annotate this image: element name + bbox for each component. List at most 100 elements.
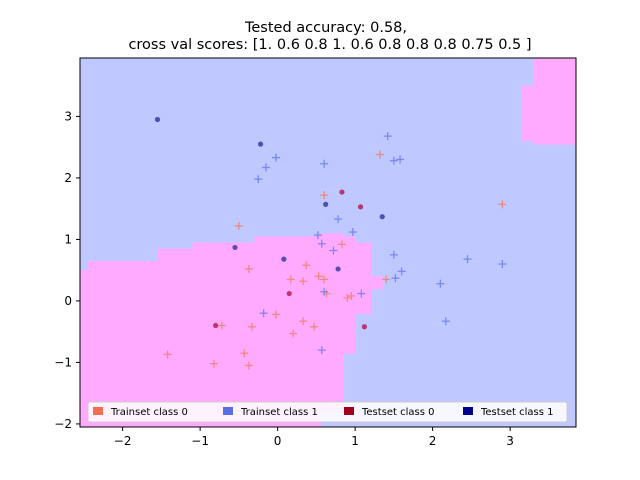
- legend-swatch: [463, 407, 473, 415]
- train-point-class-1: [317, 346, 326, 355]
- train-point-class-0: [234, 221, 243, 230]
- train-point-class-1: [259, 309, 268, 318]
- train-point-class-1: [397, 267, 406, 276]
- train-point-class-0: [320, 275, 329, 284]
- train-point-class-1: [262, 163, 270, 172]
- chart-title-line-2: cross val scores: [1. 0.6 0.8 1. 0.6 0.8…: [128, 37, 531, 53]
- decision-region-class-0: [521, 85, 534, 142]
- decision-region-class-0: [320, 233, 344, 413]
- train-point-class-0: [286, 275, 295, 284]
- train-point-class-1: [389, 156, 398, 165]
- train-point-class-1: [383, 132, 392, 141]
- train-point-class-1: [441, 317, 450, 326]
- train-point-class-0: [347, 292, 356, 301]
- train-point-class-1: [357, 289, 366, 298]
- legend-item: Testset class 0: [344, 407, 435, 418]
- train-point-class-0: [289, 329, 298, 338]
- x-tick-label: 3: [506, 434, 514, 448]
- legend-label: Trainset class 0: [110, 407, 188, 418]
- train-point-class-0: [272, 310, 281, 319]
- decision-region-class-0: [533, 116, 576, 145]
- decision-region-class-0: [355, 242, 372, 314]
- train-point-class-1: [317, 239, 326, 248]
- y-tick-label: 3: [64, 109, 72, 123]
- train-point-class-0: [299, 277, 308, 286]
- decision-region-class-0: [87, 260, 158, 427]
- legend-item: Testset class 1: [463, 407, 554, 418]
- train-point-class-1: [272, 153, 281, 162]
- decision-region-class-0: [370, 276, 383, 290]
- train-point-class-1: [320, 287, 329, 296]
- train-point-class-0: [163, 350, 172, 359]
- train-point-class-0: [343, 293, 352, 302]
- plot-frame: [79, 57, 577, 428]
- train-point-class-1: [329, 246, 338, 255]
- y-axis: −2 −1 0 1 2 3: [54, 109, 80, 431]
- legend-swatch: [93, 407, 103, 415]
- train-point-class-0: [240, 349, 249, 358]
- train-point-class-0: [382, 275, 391, 284]
- test-point-class-0: [357, 204, 364, 210]
- x-axis: −2 −1 0 1 2 3: [114, 427, 514, 448]
- test-point-class-0: [339, 189, 345, 195]
- y-tick-label: 0: [64, 294, 72, 308]
- test-point-class-1: [154, 116, 161, 123]
- train-point-class-0: [299, 317, 308, 326]
- legend-swatch: [344, 407, 354, 415]
- y-tick-label: −1: [54, 355, 72, 369]
- train-point-class-1: [436, 279, 445, 288]
- train-point-class-1: [396, 155, 405, 164]
- y-tick-label: −2: [54, 417, 72, 431]
- train-point-class-0: [375, 150, 384, 159]
- x-tick-label: −2: [114, 434, 132, 448]
- test-point-class-1: [232, 244, 238, 251]
- test-point-class-1: [323, 201, 329, 207]
- legend-label: Trainset class 1: [240, 407, 318, 418]
- x-tick-label: 1: [351, 434, 359, 448]
- legend-box: [87, 401, 568, 423]
- train-point-class-0: [302, 261, 311, 270]
- y-tick-label: 1: [64, 232, 72, 246]
- y-tick-label: 2: [64, 171, 72, 185]
- legend: Trainset class 0 Trainset class 1 Testset …: [87, 401, 568, 423]
- legend-label: Testset class 0: [361, 407, 435, 418]
- train-point-class-0: [244, 264, 253, 273]
- train-point-class-0: [337, 240, 346, 249]
- legend-label: Testset class 1: [480, 407, 554, 418]
- legend-item: Trainset class 0: [93, 407, 188, 418]
- decision-region-class-0: [533, 58, 576, 117]
- test-point-class-1: [281, 256, 287, 262]
- train-point-class-0: [320, 191, 329, 200]
- train-point-class-0: [248, 322, 257, 331]
- train-point-class-1: [389, 250, 398, 259]
- train-point-class-1: [348, 228, 357, 237]
- train-point-class-0: [498, 200, 507, 209]
- x-tick-label: −1: [191, 434, 209, 448]
- train-point-class-0: [217, 321, 226, 330]
- chart-title-line-1: Tested accuracy: 0.58,: [244, 20, 407, 36]
- legend-item: Trainset class 1: [223, 407, 318, 418]
- train-point-class-0: [310, 322, 319, 331]
- x-tick-label: 2: [429, 434, 437, 448]
- train-point-class-1: [320, 159, 329, 168]
- decision-region-class-0: [192, 242, 255, 427]
- legend-swatch: [223, 407, 233, 415]
- x-tick-label: 0: [274, 434, 282, 448]
- decision-region-class-0: [80, 270, 89, 427]
- train-point-class-1: [334, 215, 343, 224]
- train-point-class-1: [254, 175, 263, 184]
- train-point-class-1: [463, 255, 472, 264]
- train-point-class-1: [498, 260, 507, 269]
- decision-region-class-0-group: [80, 58, 576, 427]
- decision-region-class-0: [343, 236, 356, 354]
- test-point-class-0: [361, 324, 368, 330]
- train-point-class-0: [314, 272, 323, 281]
- train-point-class-0: [210, 359, 219, 368]
- train-point-class-1: [313, 231, 322, 240]
- test-point-class-0: [213, 322, 219, 329]
- test-point-class-1: [335, 266, 341, 272]
- decision-region-class-0: [157, 248, 193, 427]
- train-point-class-0: [244, 361, 253, 370]
- test-point-class-1: [379, 214, 385, 220]
- decision-region-class-0: [254, 236, 321, 427]
